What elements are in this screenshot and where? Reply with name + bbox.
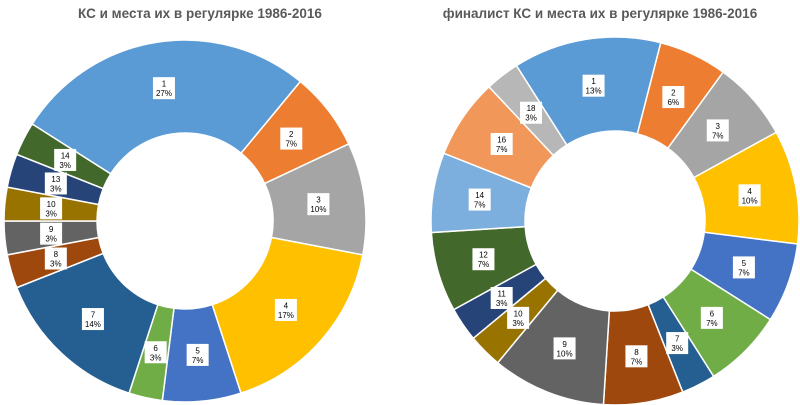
right-label-category-5: 5 [742, 259, 747, 268]
left-label-percent-14: 3% [59, 161, 71, 170]
right-data-label-11: 113% [490, 287, 513, 310]
left-label-category-8: 8 [54, 250, 59, 259]
left-label-percent-2: 7% [285, 140, 297, 149]
left-data-label-4: 417% [274, 298, 297, 321]
right-label-percent-1: 13% [586, 87, 602, 96]
left-data-label-13: 133% [44, 172, 67, 195]
donut-chart-left: 127%27%310%417%57%63%714%83%93%103%133%1… [3, 39, 367, 403]
left-data-label-6: 63% [144, 341, 167, 364]
left-data-label-9: 93% [40, 222, 63, 245]
right-label-percent-4: 10% [742, 196, 758, 205]
left-label-category-10: 10 [47, 200, 56, 209]
left-label-category-13: 13 [51, 175, 60, 184]
right-data-label-5: 57% [732, 256, 755, 279]
right-label-percent-10: 3% [512, 319, 524, 328]
left-data-label-5: 57% [186, 343, 209, 366]
right-label-category-4: 4 [747, 187, 752, 196]
right-label-category-14: 14 [475, 191, 484, 200]
left-label-percent-6: 3% [150, 353, 162, 362]
right-label-category-16: 16 [497, 135, 506, 144]
left-slice-1 [31, 39, 302, 175]
right-label-category-3: 3 [716, 122, 721, 131]
left-label-category-6: 6 [153, 344, 158, 353]
left-data-label-7: 714% [81, 308, 104, 331]
right-label-category-11: 11 [498, 290, 507, 299]
right-data-label-9: 910% [553, 337, 576, 360]
right-label-percent-18: 3% [525, 114, 537, 123]
left-data-label-8: 83% [44, 247, 67, 270]
left-label-percent-1: 27% [156, 89, 172, 98]
left-label-percent-8: 3% [50, 260, 62, 269]
right-label-percent-2: 6% [668, 98, 680, 107]
chart-title-left: КС и места их в регулярке 1986-2016 [78, 6, 322, 21]
right-data-label-14: 147% [468, 188, 491, 211]
right-data-label-12: 127% [472, 248, 495, 271]
chart-title-right: финалист КС и места их в регулярке 1986-… [442, 6, 758, 21]
right-data-label-8: 87% [625, 345, 648, 368]
left-label-percent-7: 14% [85, 320, 101, 329]
right-label-category-7: 7 [675, 335, 680, 344]
left-label-percent-4: 17% [278, 311, 294, 320]
right-label-percent-8: 7% [631, 357, 643, 366]
right-label-percent-12: 7% [478, 260, 490, 269]
right-label-category-18: 18 [527, 104, 536, 113]
left-label-category-7: 7 [91, 311, 96, 320]
right-data-label-6: 67% [700, 306, 723, 329]
left-label-category-5: 5 [195, 346, 200, 355]
right-label-percent-7: 3% [671, 344, 683, 353]
left-label-percent-5: 7% [192, 356, 204, 365]
right-label-category-8: 8 [634, 348, 639, 357]
left-label-category-1: 1 [162, 80, 167, 89]
left-label-percent-13: 3% [50, 184, 62, 193]
left-data-label-2: 27% [280, 127, 303, 150]
left-label-percent-10: 3% [45, 209, 57, 218]
right-label-category-10: 10 [514, 309, 523, 318]
left-label-percent-9: 3% [45, 235, 57, 244]
donut-chart-right: 113% 26%37%410%57%67%73%87%910%103%113%12… [430, 36, 800, 405]
right-data-label-2: 26% [662, 86, 685, 109]
right-data-label-18: 183% [520, 101, 543, 124]
left-label-category-14: 14 [61, 151, 70, 160]
left-label-category-3: 3 [316, 196, 321, 205]
right-label-category-9: 9 [562, 340, 567, 349]
left-label-category-9: 9 [49, 225, 54, 234]
right-label-percent-3: 7% [712, 131, 724, 140]
right-label-category-1: 1 [591, 77, 596, 86]
right-data-label-4: 410% [738, 184, 761, 207]
right-label-category-6: 6 [710, 309, 715, 318]
right-data-label-7: 73% [666, 332, 689, 355]
left-data-label-1: 127% [152, 77, 175, 100]
left-data-label-3: 310% [307, 193, 330, 216]
right-label-category-12: 12 [479, 251, 488, 260]
right-label-percent-14: 7% [474, 201, 486, 210]
right-label-percent-9: 10% [557, 349, 573, 358]
right-label-percent-11: 3% [496, 299, 508, 308]
right-label-category-2: 2 [671, 89, 676, 98]
right-data-label-16: 167% [490, 132, 513, 155]
left-label-percent-3: 10% [310, 205, 326, 214]
right-label-percent-16: 7% [496, 145, 508, 154]
left-data-label-10: 103% [40, 197, 63, 220]
right-data-label-3: 37% [706, 119, 729, 142]
right-data-label-10: 103% [507, 306, 530, 329]
left-data-label-14: 143% [54, 148, 77, 171]
right-data-label-1: 113% [582, 74, 605, 97]
left-label-category-2: 2 [289, 130, 294, 139]
left-label-category-4: 4 [284, 301, 289, 310]
right-label-percent-6: 7% [706, 319, 718, 328]
right-label-percent-5: 7% [738, 268, 750, 277]
